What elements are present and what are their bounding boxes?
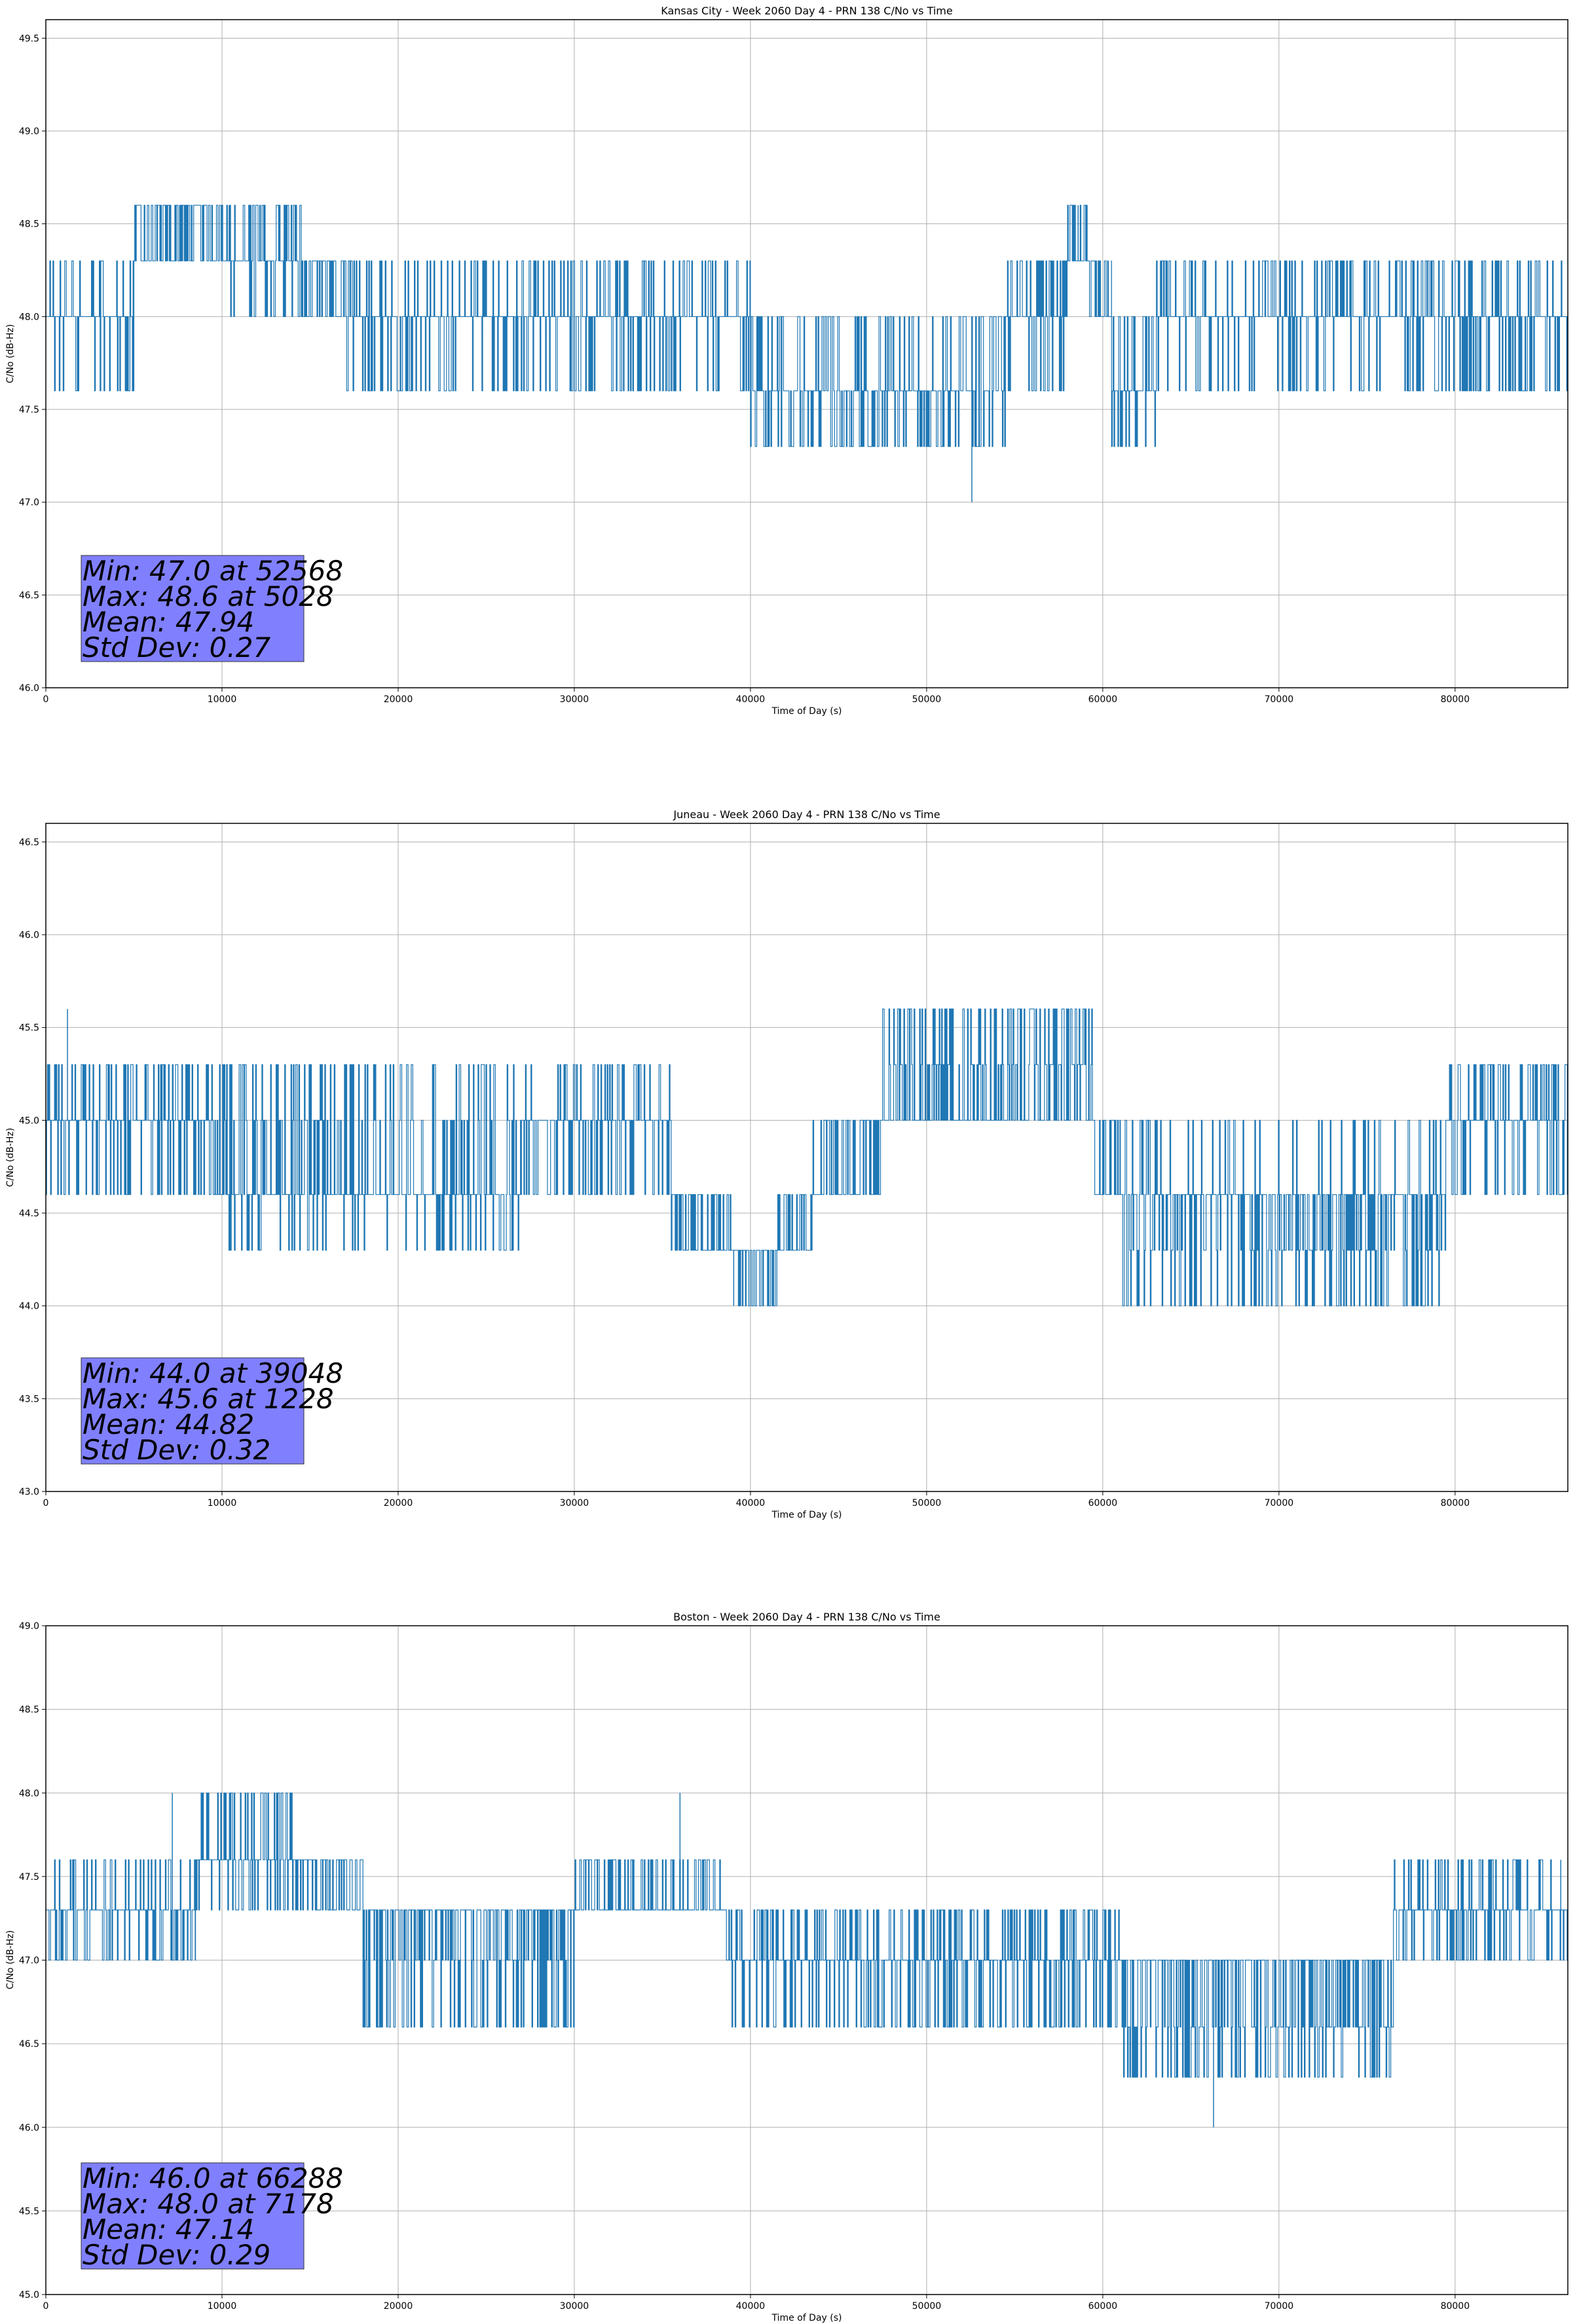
chart-panel-kansas-city: Kansas City - Week 2060 Day 4 - PRN 138 … [5, 5, 1568, 717]
stats-box: Min: 46.0 at 66288 Max: 48.0 at 7178 Mea… [81, 2162, 343, 2271]
chart-panel-juneau: Juneau - Week 2060 Day 4 - PRN 138 C/No … [5, 808, 1568, 1520]
x-tick-label: 10000 [208, 1498, 237, 1509]
stats-std: Std Dev: 0.32 [83, 1434, 270, 1466]
y-tick-label: 46.5 [19, 590, 39, 601]
x-tick-label: 50000 [912, 2301, 942, 2312]
y-tick-label: 46.0 [19, 930, 39, 941]
cno-series [46, 204, 1568, 502]
x-tick-label: 80000 [1441, 694, 1470, 705]
y-tick-label: 49.0 [19, 1621, 39, 1632]
y-tick-label: 48.0 [19, 1788, 39, 1799]
y-tick-label: 46.5 [19, 837, 39, 848]
y-tick-label: 46.0 [19, 2123, 39, 2133]
x-tick-label: 0 [43, 1498, 49, 1509]
y-tick-label: 45.5 [19, 1023, 39, 1034]
y-tick-label: 48.5 [19, 1705, 39, 1715]
y-tick-label: 45.5 [19, 2206, 39, 2217]
x-tick-label: 80000 [1441, 2301, 1470, 2312]
x-tick-label: 10000 [208, 2301, 237, 2312]
chart-title: Boston - Week 2060 Day 4 - PRN 138 C/No … [673, 1611, 940, 1623]
stats-max: Max: 45.6 at 1228 [83, 1383, 334, 1415]
stats-min: Min: 46.0 at 66288 [83, 2162, 343, 2194]
stats-box: Min: 47.0 at 52568 Max: 48.6 at 5028 Mea… [81, 555, 343, 664]
cno-line [45, 1008, 1568, 1307]
cno-series [46, 1792, 1568, 2127]
ticks: 0 10000 20000 30000 40000 50000 60000 70000 8000… [19, 1621, 1470, 2312]
x-tick-label: 60000 [1088, 694, 1118, 705]
x-tick-label: 30000 [560, 694, 589, 705]
x-tick-label: 70000 [1265, 694, 1294, 705]
stats-min: Min: 44.0 at 39048 [83, 1357, 343, 1389]
x-tick-label: 80000 [1441, 1498, 1470, 1509]
y-tick-label: 49.5 [19, 33, 39, 44]
plot-area [45, 19, 1568, 688]
x-tick-label: 70000 [1265, 1498, 1294, 1509]
x-tick-label: 0 [43, 2301, 49, 2312]
chart-panel-boston: Boston - Week 2060 Day 4 - PRN 138 C/No … [5, 1611, 1568, 2323]
chart-title: Kansas City - Week 2060 Day 4 - PRN 138 … [661, 5, 952, 17]
cno-line [46, 204, 1568, 447]
x-tick-label: 10000 [208, 694, 237, 705]
stats-max: Max: 48.6 at 5028 [83, 580, 334, 612]
y-axis-label: C/No (dB-Hz) [5, 1930, 16, 1989]
x-tick-label: 20000 [384, 2301, 413, 2312]
y-axis-label: C/No (dB-Hz) [5, 1128, 16, 1187]
y-tick-label: 45.0 [19, 1115, 39, 1126]
x-tick-label: 0 [43, 694, 49, 705]
stats-mean: Mean: 44.82 [83, 1408, 254, 1440]
y-tick-label: 45.0 [19, 2290, 39, 2300]
stats-max: Max: 48.0 at 7178 [83, 2188, 334, 2220]
y-tick-label: 47.5 [19, 1872, 39, 1883]
y-tick-label: 48.5 [19, 219, 39, 230]
x-tick-label: 50000 [912, 1498, 942, 1509]
y-tick-label: 47.0 [19, 498, 39, 508]
y-tick-label: 48.0 [19, 312, 39, 322]
cno-series [45, 1008, 1568, 1307]
y-tick-label: 49.0 [19, 126, 39, 137]
stats-box-background [81, 1357, 305, 1465]
stats-box: Min: 44.0 at 39048 Max: 45.6 at 1228 Mea… [81, 1357, 343, 1466]
x-tick-label: 60000 [1088, 1498, 1118, 1509]
x-tick-label: 20000 [384, 694, 413, 705]
x-axis-label: Time of Day (s) [771, 2313, 842, 2323]
x-axis-label: Time of Day (s) [771, 706, 842, 717]
stats-std: Std Dev: 0.29 [83, 2239, 270, 2271]
stats-std: Std Dev: 0.27 [83, 631, 270, 664]
x-tick-label: 20000 [384, 1498, 413, 1509]
x-tick-label: 30000 [560, 1498, 589, 1509]
stats-box-background [81, 2162, 305, 2270]
x-axis-label: Time of Day (s) [771, 1510, 842, 1520]
y-tick-label: 47.0 [19, 1956, 39, 1966]
x-tick-label: 40000 [736, 1498, 766, 1509]
x-tick-label: 60000 [1088, 2301, 1118, 2312]
chart-title: Juneau - Week 2060 Day 4 - PRN 138 C/No … [673, 808, 940, 821]
x-tick-label: 40000 [736, 2301, 766, 2312]
stats-min: Min: 47.0 at 52568 [83, 555, 343, 587]
x-tick-label: 50000 [912, 694, 942, 705]
cno-line [46, 1792, 1568, 2078]
stats-mean: Mean: 47.14 [83, 2213, 254, 2245]
y-tick-label: 43.0 [19, 1487, 39, 1497]
y-tick-label: 46.0 [19, 683, 39, 694]
stats-mean: Mean: 47.94 [83, 606, 254, 638]
y-tick-label: 43.5 [19, 1394, 39, 1404]
ticks: 0 10000 20000 30000 40000 50000 60000 70000 8000… [19, 837, 1470, 1509]
y-tick-label: 47.5 [19, 405, 39, 415]
y-tick-label: 44.5 [19, 1209, 39, 1219]
x-tick-label: 40000 [736, 694, 766, 705]
y-tick-label: 46.5 [19, 2039, 39, 2050]
stats-box-background [81, 555, 305, 662]
ticks: 0 10000 20000 30000 40000 50000 60000 70000 8000… [19, 33, 1470, 705]
plot-area [45, 823, 1568, 1492]
y-tick-label: 44.0 [19, 1302, 39, 1312]
x-tick-label: 30000 [560, 2301, 589, 2312]
x-tick-label: 70000 [1265, 2301, 1294, 2312]
y-axis-label: C/No (dB-Hz) [5, 324, 16, 383]
